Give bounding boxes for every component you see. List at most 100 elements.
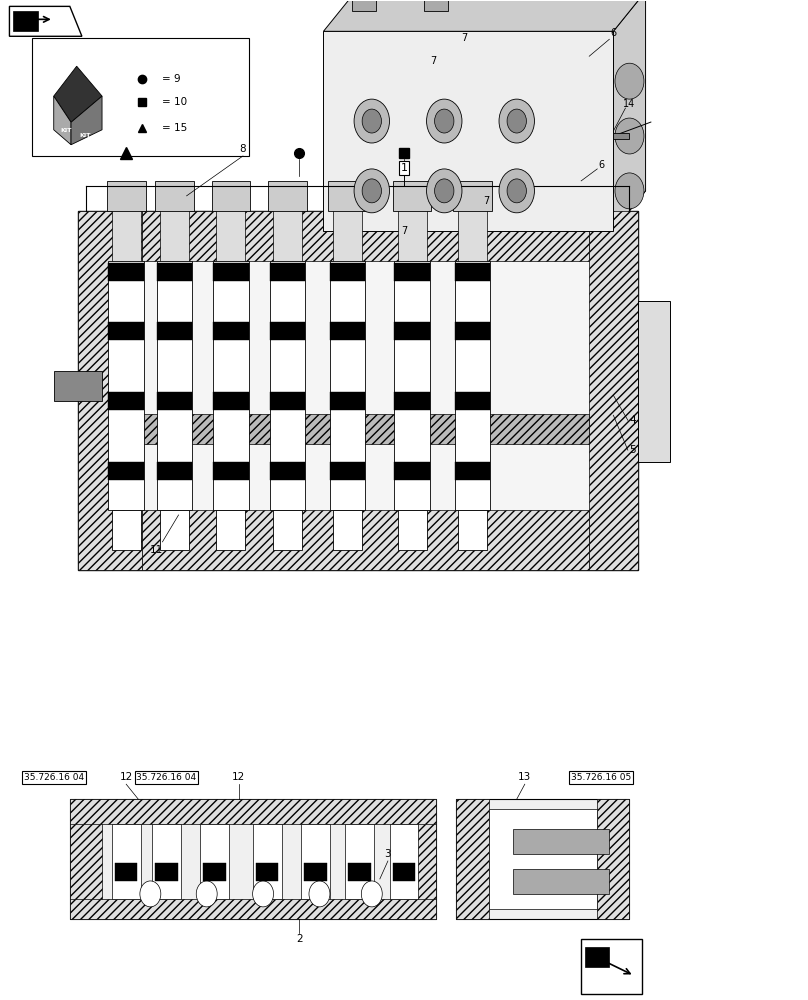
Bar [394,261,430,510]
Bar [270,261,305,510]
Bar [204,863,226,881]
Bar [333,510,362,550]
Polygon shape [71,96,102,145]
Bar [513,869,609,894]
Text: 6: 6 [598,160,604,170]
Bar [157,263,192,281]
Circle shape [253,881,274,907]
Polygon shape [323,191,646,231]
Bar [393,181,431,211]
Bar [152,824,181,899]
Bar [455,263,490,281]
Polygon shape [323,31,613,231]
Text: 8: 8 [240,144,246,154]
Bar [112,824,141,899]
Bar [328,181,367,211]
Bar [351,0,376,11]
Bar [455,322,490,340]
Text: = 9: = 9 [162,74,181,84]
Text: 35.726.16 04: 35.726.16 04 [23,773,84,782]
Bar [112,206,141,261]
Bar [160,206,189,261]
Bar [301,824,330,899]
Bar [213,263,249,281]
Bar [142,211,589,261]
Bar [513,829,609,854]
Bar [333,206,362,261]
Circle shape [354,169,389,213]
Bar [455,261,490,510]
Bar [398,510,427,550]
Bar [213,462,249,480]
Circle shape [196,881,217,907]
Bar [404,799,436,919]
Bar [213,261,249,510]
Text: 4: 4 [629,415,636,425]
Bar [330,322,365,340]
Text: 35.726.16 04: 35.726.16 04 [137,773,196,782]
Text: 12: 12 [233,772,246,782]
Bar [69,799,102,919]
Polygon shape [10,6,82,36]
Circle shape [615,118,644,154]
Bar [213,322,249,340]
Circle shape [362,179,381,203]
Bar [453,181,492,211]
Bar [270,322,305,340]
Bar [424,0,448,11]
Bar [155,181,194,211]
Text: 7: 7 [401,226,407,236]
Circle shape [499,99,534,143]
Bar [458,510,487,550]
Text: = 10: = 10 [162,97,187,107]
Circle shape [435,179,454,203]
Bar [78,211,142,570]
Bar [157,261,192,510]
Bar [638,301,670,462]
Text: = 15: = 15 [162,123,187,133]
Circle shape [507,109,526,133]
Text: 2: 2 [296,934,303,944]
Bar [155,863,178,881]
Bar [270,462,305,480]
Bar [273,510,301,550]
Bar [455,462,490,480]
Bar [53,371,102,401]
Bar [157,392,192,410]
Circle shape [309,881,330,907]
Bar [268,181,306,211]
Bar [585,947,609,967]
Text: KIT: KIT [79,133,90,138]
Bar [330,462,365,480]
Circle shape [362,109,381,133]
Bar [160,510,189,550]
Bar [108,263,144,281]
Bar [393,863,415,881]
Text: 7: 7 [430,56,436,66]
Bar [330,392,365,410]
Bar [217,206,246,261]
Text: 12: 12 [120,772,133,782]
Circle shape [507,179,526,203]
Bar [455,392,490,410]
Circle shape [140,881,161,907]
Text: 1: 1 [401,163,407,173]
Bar [330,261,365,510]
Circle shape [499,169,534,213]
Bar [457,799,629,919]
Bar [200,824,229,899]
Bar [157,322,192,340]
Bar [69,799,436,919]
Bar [32,38,250,156]
Bar [304,863,326,881]
Text: 6: 6 [610,28,617,38]
Bar [597,799,629,919]
Circle shape [427,99,462,143]
Bar [14,11,38,31]
Bar [212,181,250,211]
Polygon shape [53,66,102,122]
Bar [108,392,144,410]
Bar [213,392,249,410]
Bar [589,211,638,570]
Text: 7: 7 [483,196,490,206]
